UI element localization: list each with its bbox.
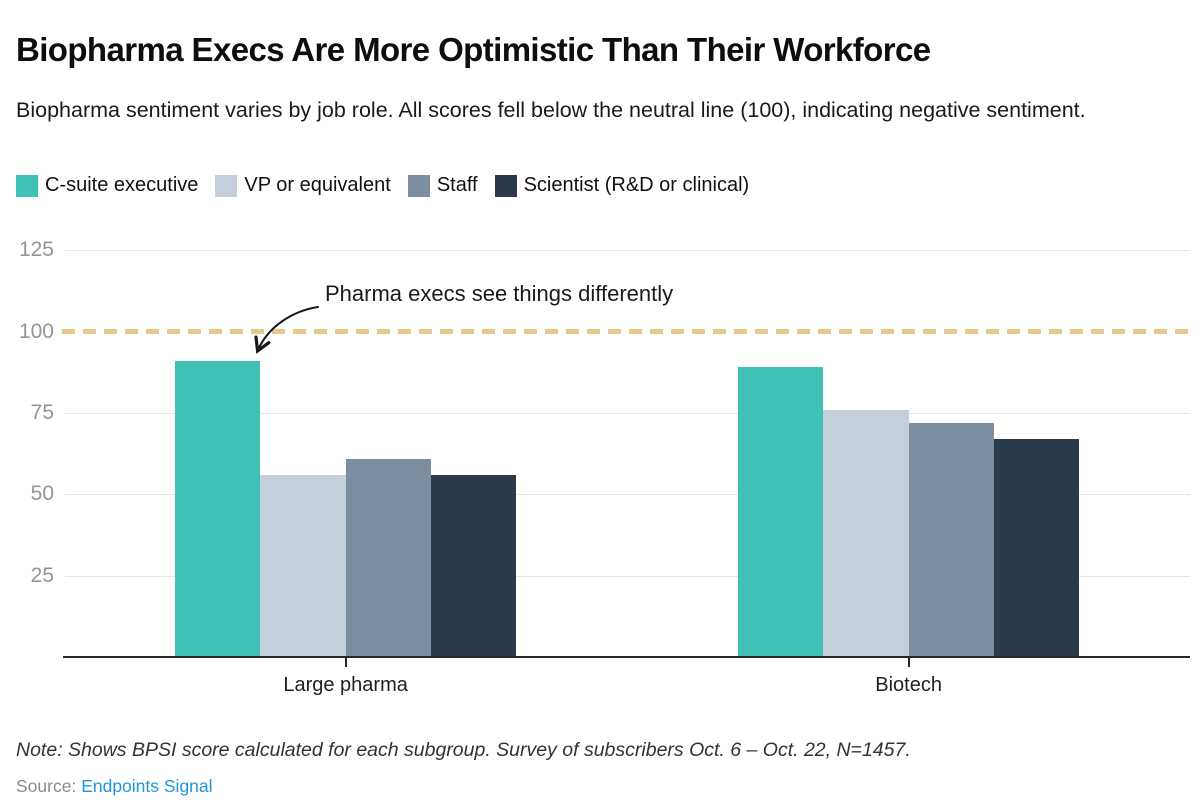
ytick-label-125: 125: [18, 238, 54, 262]
reference-line-100: [62, 329, 1190, 335]
legend-item-3: Scientist (R&D or clinical): [494, 174, 750, 197]
x-axis-line: [63, 656, 1190, 658]
legend-swatch-icon: [215, 174, 238, 197]
legend-swatch-icon: [494, 174, 517, 197]
bar-biotech-c-suite: [738, 367, 824, 657]
chart-subtitle: Biopharma sentiment varies by job role. …: [16, 98, 1086, 122]
gridline-25: [65, 575, 1190, 577]
legend-swatch-icon: [407, 174, 430, 197]
bar-large-pharma-c-suite: [175, 360, 261, 657]
chart-title: Biopharma Execs Are More Optimistic Than…: [16, 31, 931, 68]
ytick-label-100: 100: [18, 319, 54, 343]
legend-item-2: Staff: [407, 174, 478, 197]
gridline-75: [65, 413, 1190, 415]
bar-biotech-scientist: [993, 439, 1080, 657]
bar-large-pharma-scientist: [430, 474, 517, 657]
source-link[interactable]: Endpoints Signal: [81, 776, 213, 796]
legend-item-1: VP or equivalent: [215, 174, 391, 197]
legend: C-suite executive VP or equivalent Staff Sc…: [16, 174, 749, 197]
ytick-label-50: 50: [30, 482, 54, 506]
legend-item-0: C-suite executive: [16, 174, 198, 197]
ytick-label-75: 75: [30, 401, 54, 425]
bar-biotech-staff: [908, 422, 994, 657]
legend-label: VP or equivalent: [244, 174, 391, 196]
source-label: Source:: [16, 776, 77, 796]
annotation-text: Pharma execs see things differently: [325, 281, 674, 306]
source-line: Source: Endpoints Signal: [16, 776, 213, 797]
x-axis-tick-1: [907, 658, 910, 667]
legend-label: Scientist (R&D or clinical): [523, 174, 750, 196]
legend-label: Staff: [436, 174, 478, 196]
category-label-biotech: Biotech: [875, 674, 942, 696]
legend-label: C-suite executive: [45, 174, 199, 196]
x-axis-tick-0: [344, 658, 347, 667]
legend-swatch-icon: [16, 174, 38, 197]
gridline-50: [65, 494, 1190, 496]
gridline-125: [65, 250, 1190, 252]
bar-large-pharma-vp: [260, 474, 346, 657]
ytick-label-25: 25: [30, 563, 54, 587]
category-label-large-pharma: Large pharma: [283, 674, 408, 696]
bar-biotech-vp: [823, 409, 909, 657]
footnote: Note: Shows BPSI score calculated for ea…: [16, 739, 911, 761]
bar-large-pharma-staff: [345, 458, 431, 657]
